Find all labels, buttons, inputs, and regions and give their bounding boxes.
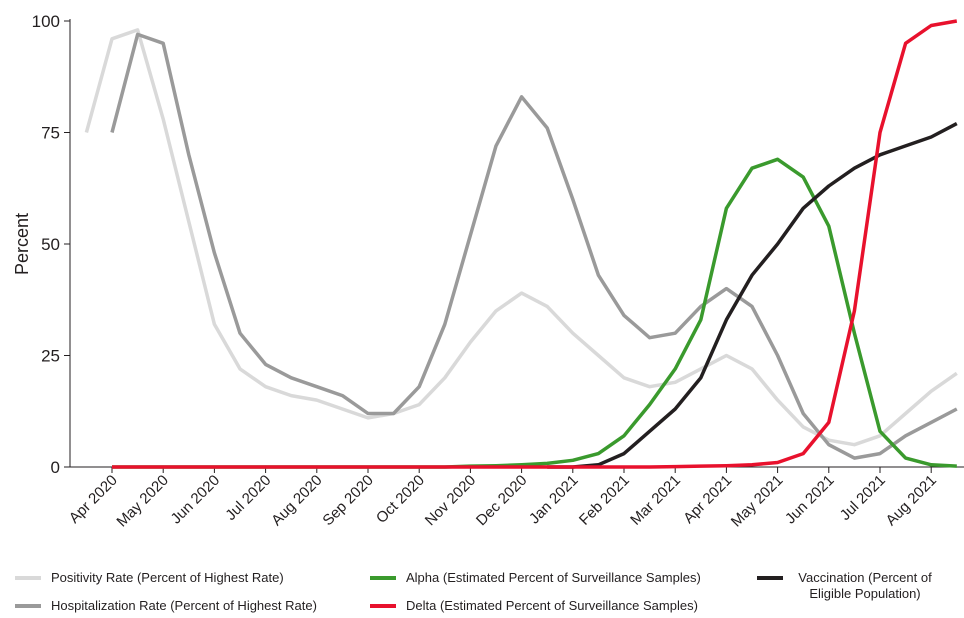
- legend-swatch: [15, 576, 41, 580]
- legend-label: Hospitalization Rate (Percent of Highest…: [51, 598, 317, 613]
- x-tick-label: Mar 2021: [627, 472, 684, 529]
- legend-label: Positivity Rate (Percent of Highest Rate…: [51, 570, 284, 585]
- legend-item: Alpha (Estimated Percent of Surveillance…: [370, 570, 730, 586]
- legend-label: Delta (Estimated Percent of Surveillance…: [406, 598, 698, 613]
- series-line: [112, 19, 958, 469]
- x-tick-label: Oct 2020: [373, 472, 428, 527]
- y-tick-label: 100: [32, 12, 60, 31]
- series-line: [110, 32, 958, 460]
- legend-swatch: [15, 604, 41, 608]
- x-tick-label: Dec 2020: [473, 472, 530, 529]
- series-line: [84, 28, 958, 447]
- x-tick-label: Jan 2021: [526, 472, 582, 528]
- legend-swatch: [757, 576, 783, 580]
- legend-swatch: [370, 604, 396, 608]
- x-tick-label: Jun 2021: [782, 472, 838, 528]
- legend-label: Vaccination (Percent of Eligible Populat…: [798, 570, 932, 601]
- x-tick-label: Aug 2020: [268, 472, 325, 529]
- x-tick-label: Feb 2021: [576, 472, 633, 529]
- y-tick-label: 50: [41, 235, 60, 254]
- legend-item: Hospitalization Rate (Percent of Highest…: [15, 598, 355, 614]
- series-line: [547, 122, 958, 469]
- x-tick-label: Jul 2020: [222, 472, 274, 524]
- legend-swatch: [370, 576, 396, 580]
- y-tick-label: 0: [51, 458, 60, 477]
- legend-label: Alpha (Estimated Percent of Surveillance…: [406, 570, 701, 585]
- x-tick-label: Aug 2021: [883, 472, 940, 529]
- y-axis-label: Percent: [12, 213, 32, 275]
- legend-item: Vaccination (Percent of Eligible Populat…: [757, 570, 937, 602]
- x-tick-label: May 2020: [113, 472, 172, 531]
- x-tick-label: Jun 2020: [168, 472, 224, 528]
- x-tick-label: May 2021: [728, 472, 787, 531]
- y-tick-label: 25: [41, 347, 60, 366]
- x-tick-label: Nov 2020: [422, 472, 479, 529]
- x-tick-label: Sep 2020: [319, 472, 376, 529]
- legend-item: Positivity Rate (Percent of Highest Rate…: [15, 570, 315, 586]
- y-tick-label: 75: [41, 124, 60, 143]
- legend-item: Delta (Estimated Percent of Surveillance…: [370, 598, 730, 614]
- x-tick-label: Jul 2021: [837, 472, 889, 524]
